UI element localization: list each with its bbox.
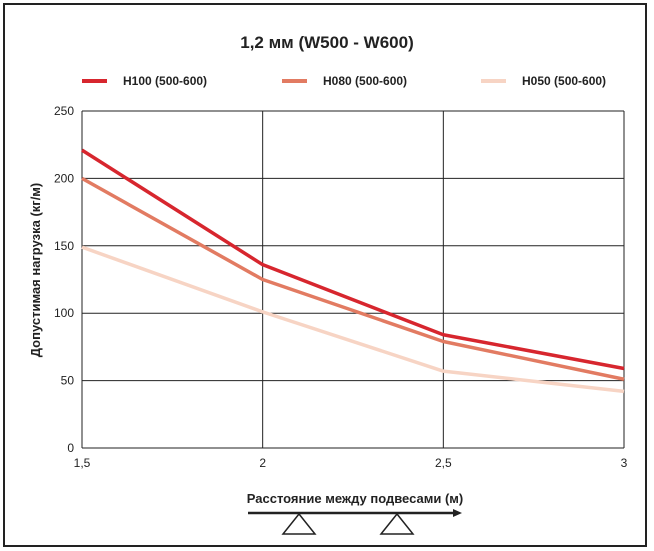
- x-tick-label: 1,5: [74, 456, 91, 470]
- series-line-1: [81, 148, 625, 371]
- y-tick-label: 50: [61, 374, 75, 388]
- legend-label: H050 (500-600): [522, 74, 606, 88]
- y-axis-label: Допустимая нагрузка (кг/м): [28, 183, 43, 358]
- series-line-2: [81, 176, 625, 381]
- series-lines: [81, 148, 625, 394]
- tick-labels: 0 50 100 150 200 250 1,5 2 2,5 3: [54, 104, 628, 470]
- hanger-support-icon: [281, 512, 317, 535]
- series-line-3: [81, 245, 625, 394]
- chart-title: 1,2 мм (W500 - W600): [240, 33, 413, 52]
- x-axis-label: Расстояние между подвесами (м): [247, 491, 463, 506]
- y-tick-label: 0: [67, 441, 74, 455]
- y-tick-label: 150: [54, 239, 74, 253]
- legend-label: H080 (500-600): [323, 74, 407, 88]
- chart-frame: [3, 3, 647, 547]
- y-tick-label: 250: [54, 104, 74, 118]
- grid: [81, 110, 625, 449]
- x-tick-label: 3: [621, 456, 628, 470]
- hanger-support-icon: [379, 512, 415, 535]
- legend: H100 (500-600) H080 (500-600) H050 (500-60…: [82, 74, 606, 88]
- y-tick-label: 100: [54, 306, 74, 320]
- x-tick-label: 2,5: [435, 456, 452, 470]
- x-tick-label: 2: [259, 456, 266, 470]
- y-tick-label: 200: [54, 171, 74, 185]
- distance-arrow-icon: [248, 509, 462, 517]
- legend-label: H100 (500-600): [123, 74, 207, 88]
